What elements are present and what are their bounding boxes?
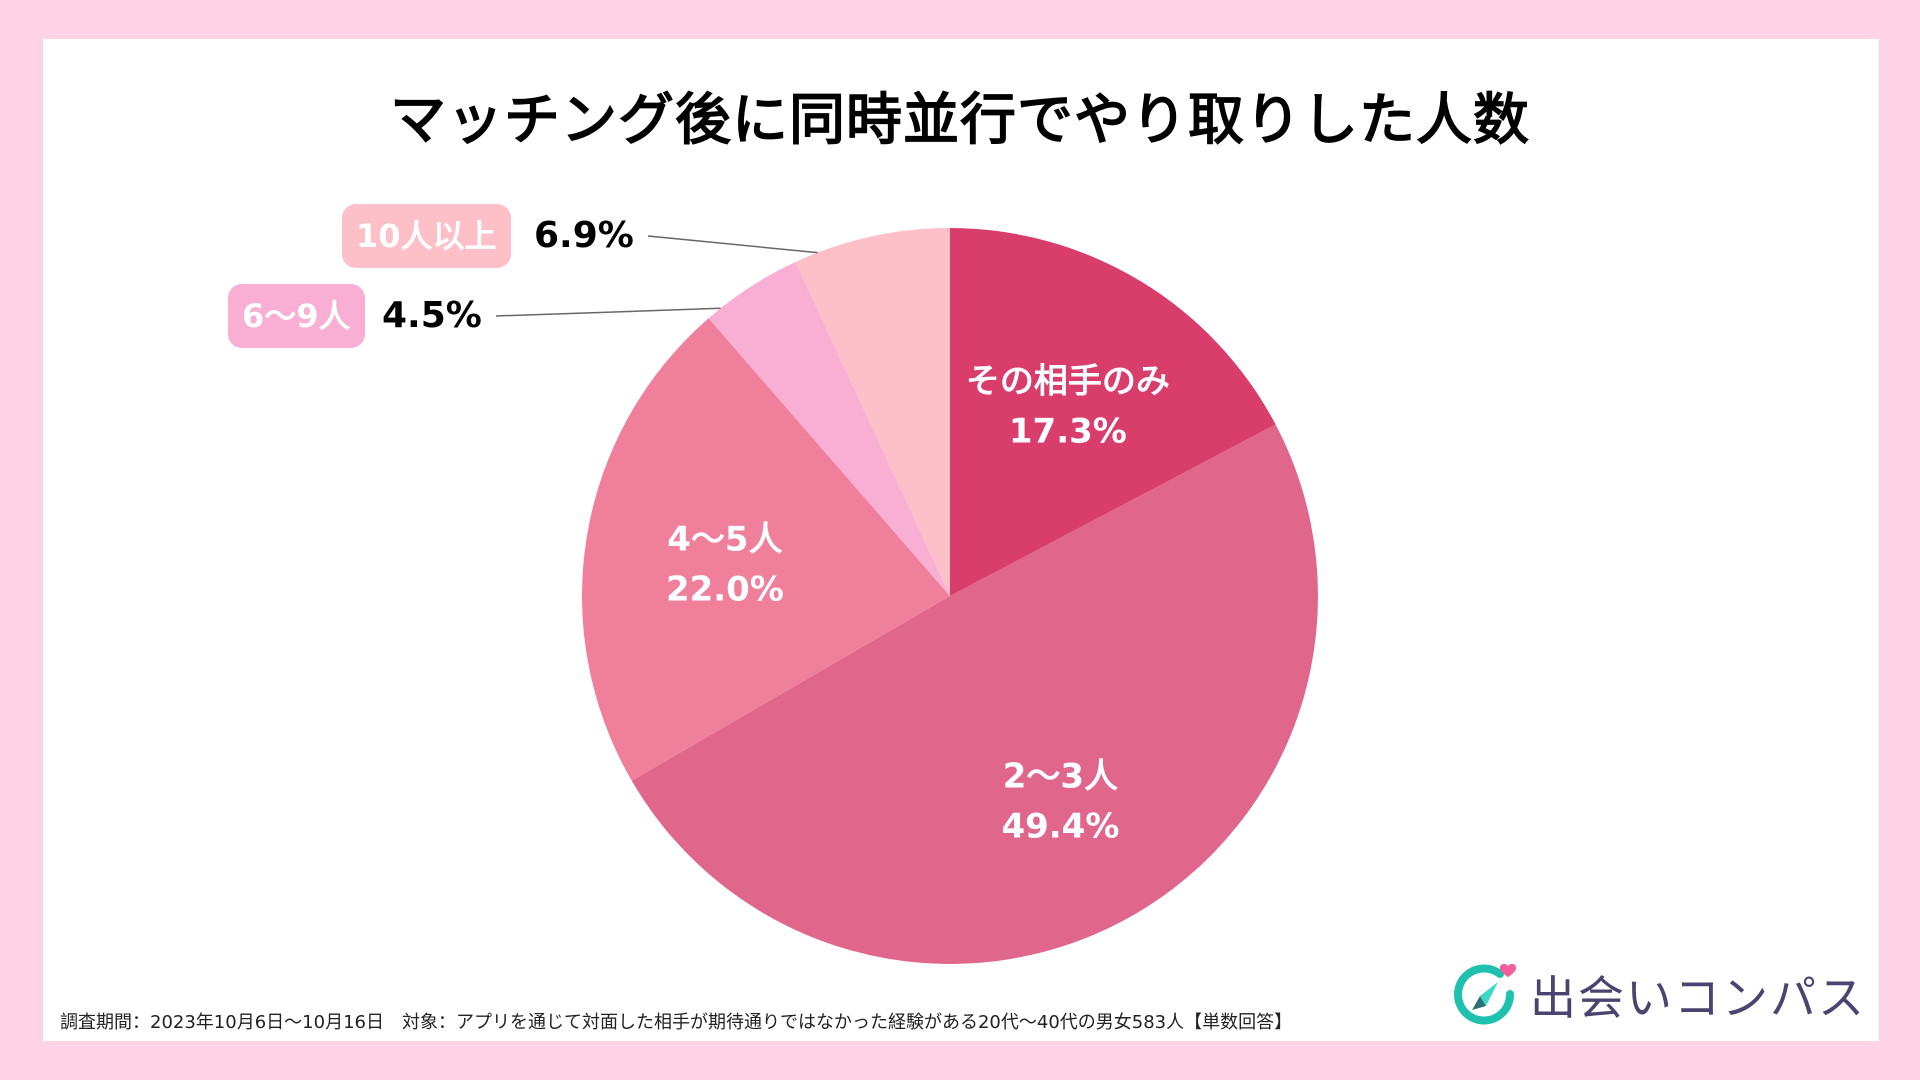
leader-line-10plus (647, 235, 818, 254)
slice-value-6-9: 4.5% (382, 295, 482, 336)
leader-line-6-9 (495, 307, 721, 317)
slice-value-4-5: 22.0% (666, 570, 784, 610)
slice-value-2-3: 49.4% (1001, 807, 1119, 847)
slice-label-2-3: 2〜3人 (1003, 757, 1118, 797)
pie-slice-4-5 (582, 318, 950, 781)
survey-footnote: 調査期間：2023年10月6日〜10月16日 対象：アプリを通じて対面した相手が… (60, 1012, 1293, 1033)
pie-slice-only-one (950, 228, 1276, 596)
slice-value-10plus: 6.9% (534, 215, 634, 256)
compass-heart-icon (1454, 963, 1517, 1025)
chart-title: マッチング後に同時並行でやり取りした人数 (390, 88, 1530, 153)
slice-value-only-one: 17.3% (1009, 412, 1127, 452)
slice-label-only-one: その相手のみ (966, 362, 1170, 402)
slice-label-4-5: 4〜5人 (667, 520, 782, 560)
pie-slice-6-9 (708, 261, 950, 596)
pie-inner-labels: その相手のみ 17.3% 2〜3人 49.4% 4〜5人 22.0% (666, 362, 1170, 847)
pie-slice-2-3 (631, 424, 1319, 964)
slice-label-10plus: 10人以上 (342, 204, 511, 268)
brand-name: 出会いコンパス (1530, 971, 1866, 1025)
pie-slice-10plus (795, 228, 950, 596)
leader-lines (495, 235, 818, 317)
pie-slices (582, 228, 1319, 964)
slice-label-6-9: 6〜9人 (228, 284, 365, 348)
brand-logo: 出会いコンパス (1450, 960, 1866, 1030)
